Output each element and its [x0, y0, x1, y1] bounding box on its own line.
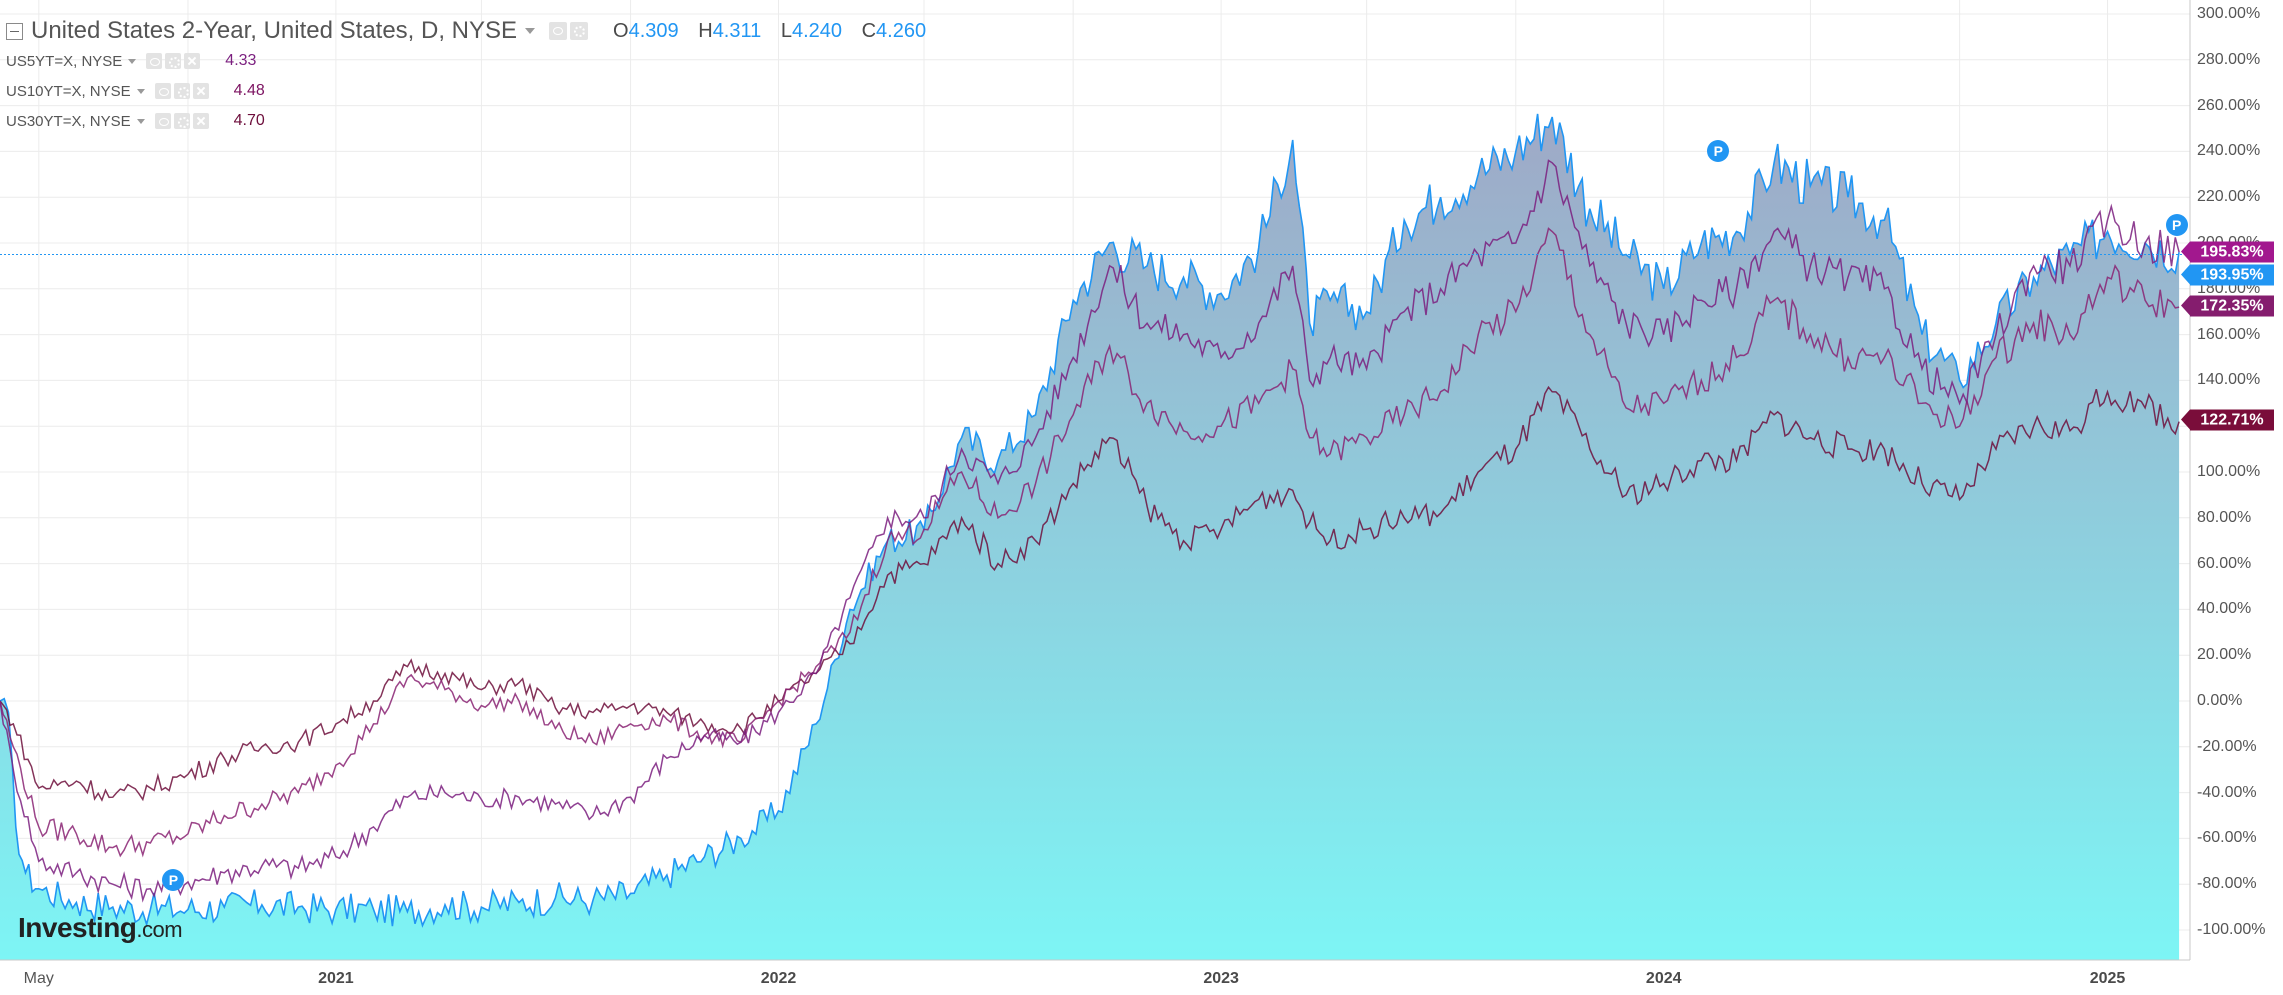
main-series-title: United States 2-Year, United States, D, … [31, 17, 518, 44]
y-tick-label: 60.00% [2197, 554, 2252, 572]
open-value: 4.309 [628, 19, 679, 42]
price-tag: 172.35% [2181, 295, 2274, 317]
series-area-us2y [0, 113, 2180, 960]
y-tick-label: 40.00% [2197, 600, 2252, 618]
close-label: C [861, 19, 877, 42]
price-tag: 193.95% [2181, 264, 2274, 286]
y-tick-label: 240.00% [2197, 142, 2261, 160]
legend-row-us10y: US10YT=X, NYSE 4.48 [6, 80, 265, 102]
y-tick-label: 20.00% [2197, 646, 2252, 664]
y-tick-label: -20.00% [2197, 737, 2257, 755]
price-tag: 122.71% [2181, 409, 2274, 431]
legend-symbol: US10YT=X, NYSE [6, 82, 131, 100]
legend-row-us30y: US30YT=X, NYSE 4.70 [6, 110, 265, 132]
gear-icon[interactable] [570, 22, 589, 40]
legend-value: 4.33 [225, 52, 257, 69]
series-line-us10ytx [0, 227, 2180, 858]
y-tick-label: -100.00% [2197, 921, 2266, 938]
legend-row-us5y: US5YT=X, NYSE 4.33 [6, 50, 256, 72]
y-tick-label: -60.00% [2197, 829, 2257, 847]
legend-symbol: US30YT=X, NYSE [6, 112, 131, 130]
y-tick-label: 140.00% [2197, 371, 2261, 389]
y-tick-label: 220.00% [2197, 188, 2261, 206]
series-line-us5ytx [0, 159, 2180, 903]
y-tick-label: 280.00% [2197, 50, 2261, 68]
gear-icon[interactable] [173, 113, 190, 129]
close-icon[interactable] [192, 113, 209, 129]
close-icon[interactable] [192, 83, 209, 99]
y-tick-label: 160.00% [2197, 325, 2261, 343]
gear-icon[interactable] [165, 53, 182, 69]
investing-logo: Investing.com [18, 912, 183, 944]
series-layer [0, 113, 2180, 960]
event-marker[interactable]: P [162, 868, 185, 891]
eye-icon[interactable] [154, 113, 171, 129]
low-value: 4.240 [791, 19, 843, 42]
high-label: H [698, 19, 713, 42]
chevron-down-icon[interactable] [525, 28, 536, 34]
legend-symbol: US5YT=X, NYSE [6, 52, 123, 70]
logo-brand: Investing [18, 912, 137, 943]
gear-icon[interactable] [173, 83, 190, 99]
x-tick-label: 2023 [1203, 970, 1239, 987]
y-tick-label: 260.00% [2197, 96, 2261, 114]
high-value: 4.311 [712, 19, 762, 42]
x-tick-label: 2021 [318, 970, 354, 987]
close-value: 4.260 [876, 19, 927, 42]
y-tick-label: -80.00% [2197, 875, 2257, 893]
close-icon[interactable] [184, 53, 201, 69]
chevron-down-icon[interactable] [136, 88, 145, 94]
y-tick-label: 0.00% [2197, 692, 2243, 709]
collapse-legend-button[interactable] [6, 22, 23, 40]
series-line-us2y [0, 113, 2180, 928]
event-marker[interactable]: P [1707, 140, 1730, 163]
y-tick-label: 80.00% [2197, 508, 2252, 526]
chevron-down-icon[interactable] [136, 118, 145, 124]
x-tick-label: 2025 [2089, 970, 2126, 987]
eye-icon[interactable] [549, 22, 568, 40]
y-tick-label: 300.00% [2197, 5, 2261, 22]
chevron-down-icon[interactable] [128, 58, 137, 64]
x-tick-label: 2024 [1645, 970, 1682, 987]
legend-value: 4.70 [233, 112, 265, 129]
x-tick-label: May [23, 970, 54, 987]
y-tick-label: 100.00% [2197, 463, 2261, 480]
low-label: L [780, 19, 792, 42]
eye-icon[interactable] [154, 83, 171, 99]
main-legend: United States 2-Year, United States, D, … [6, 14, 926, 48]
eye-icon[interactable] [146, 53, 163, 69]
ohlc-values: O4.309 H4.311 L4.240 C4.260 [599, 20, 926, 43]
y-tick-label: -40.00% [2197, 783, 2257, 801]
event-marker[interactable]: P [2165, 213, 2188, 236]
price-tag: 195.83% [2181, 241, 2274, 263]
series-line-us30ytx [0, 385, 2180, 802]
logo-suffix: .com [136, 917, 183, 942]
x-tick-label: 2022 [760, 970, 797, 987]
legend-value: 4.48 [233, 82, 265, 99]
open-label: O [613, 19, 629, 42]
